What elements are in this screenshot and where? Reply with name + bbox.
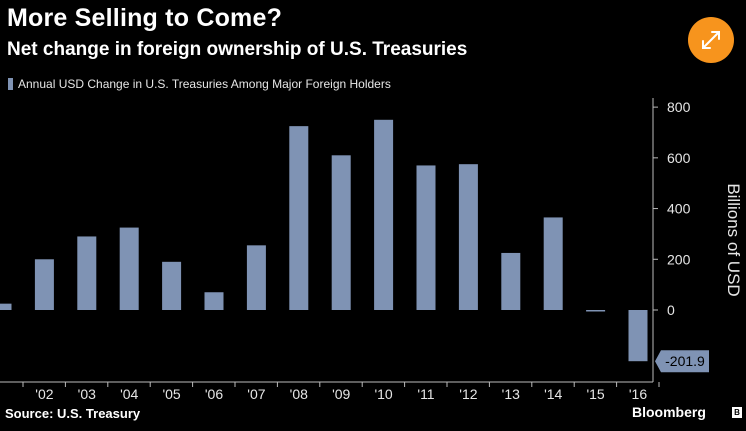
x-tick-label: '16	[629, 386, 647, 402]
bar	[204, 292, 224, 310]
last-value-label: -201.9	[665, 353, 705, 369]
legend: Annual USD Change in U.S. Treasuries Amo…	[8, 77, 391, 91]
bar	[501, 252, 521, 310]
y-tick-label: 600	[667, 150, 691, 166]
bar	[162, 261, 182, 310]
y-axis-title: Billions of USD	[724, 183, 743, 296]
y-tick-label: 0	[667, 302, 675, 318]
x-tick-label: '07	[247, 386, 265, 402]
y-tick-label: 200	[667, 251, 691, 267]
bar	[458, 164, 478, 310]
chart-title: More Selling to Come?	[7, 4, 283, 32]
legend-label: Annual USD Change in U.S. Treasuries Amo…	[18, 77, 391, 91]
chart-subtitle: Net change in foreign ownership of U.S. …	[7, 39, 468, 60]
y-tick-label: 400	[667, 201, 691, 217]
bar	[289, 126, 309, 310]
x-tick-label: '08	[290, 386, 308, 402]
x-tick-label: '12	[459, 386, 477, 402]
x-tick-label: '09	[332, 386, 350, 402]
x-tick-label: '04	[120, 386, 138, 402]
bar	[331, 155, 351, 310]
x-tick-label: '15	[586, 386, 604, 402]
bar	[0, 303, 12, 310]
bar	[416, 165, 436, 310]
brand-label: Bloomberg	[632, 404, 706, 420]
x-tick-label: '05	[162, 386, 180, 402]
expand-arrows-icon	[702, 31, 720, 49]
bar	[77, 236, 97, 310]
bar	[34, 259, 54, 310]
x-tick-label: '03	[78, 386, 96, 402]
y-tick-label: 800	[667, 99, 691, 115]
bloomberg-logo-icon: B	[732, 407, 742, 418]
x-tick-label: '10	[374, 386, 392, 402]
expand-button[interactable]	[688, 17, 734, 63]
legend-swatch	[8, 78, 13, 90]
x-tick-label: '06	[205, 386, 223, 402]
x-tick-label: '14	[544, 386, 562, 402]
x-tick-label: '11	[417, 386, 434, 402]
bar	[628, 310, 648, 362]
bar	[374, 119, 394, 310]
bar	[586, 310, 606, 312]
last-value-callout	[655, 350, 709, 373]
bar	[246, 245, 266, 310]
bar	[543, 217, 563, 310]
source-note: Source: U.S. Treasury	[5, 406, 141, 421]
x-tick-label: '02	[35, 386, 53, 402]
x-tick-label: '13	[502, 386, 520, 402]
bar	[119, 227, 139, 310]
